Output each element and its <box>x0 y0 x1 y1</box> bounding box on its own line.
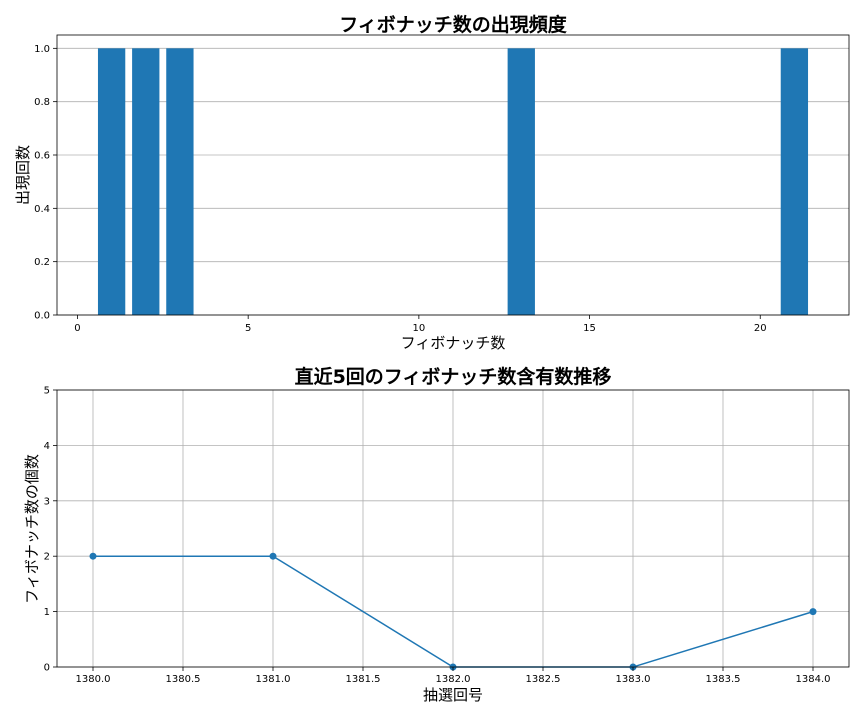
chart2-x-tick-label: 1382.0 <box>436 674 471 685</box>
chart2-y-tick-label: 0 <box>44 663 50 674</box>
chart2-x-tick-label: 1381.0 <box>256 674 291 685</box>
chart1-y-ticks: 0.0 0.2 0.4 0.6 0.8 1.0 <box>34 44 57 322</box>
chart1-bar <box>507 48 535 315</box>
frequency-bar-chart: フィボナッチ数の出現頻度 0 5 10 15 20 0.0 0.2 0.4 0.6 0.8 1.0… <box>14 13 850 352</box>
chart1-y-tick-label: 0.8 <box>34 97 50 108</box>
chart2-data-point <box>809 608 817 616</box>
chart2-x-tick-label: 1381.5 <box>346 674 381 685</box>
chart1-y-tick-label: 0.2 <box>34 257 50 268</box>
chart2-y-tick-label: 1 <box>44 607 50 618</box>
chart2-x-tick-label: 1380.5 <box>166 674 201 685</box>
chart1-bar <box>132 48 160 315</box>
chart2-y-tick-label: 5 <box>44 386 50 397</box>
chart1-bar <box>166 48 194 315</box>
chart2-x-tick-label: 1383.5 <box>706 674 741 685</box>
chart1-title: フィボナッチ数の出現頻度 <box>339 13 568 36</box>
chart1-y-axis-label: 出現回数 <box>14 145 32 205</box>
chart1-plot-frame <box>56 34 850 316</box>
chart2-y-tick-label: 2 <box>44 552 50 563</box>
chart1-x-tick-label: 20 <box>754 323 767 334</box>
chart2-title: 直近5回のフィボナッチ数含有数推移 <box>295 365 612 388</box>
chart2-x-tick-label: 1380.0 <box>76 674 111 685</box>
chart1-x-axis-label: フィボナッチ数 <box>401 334 506 352</box>
trend-line-chart: 直近5回のフィボナッチ数含有数推移 1380.0 1380.5 1381.0 1381… <box>23 365 850 704</box>
chart2-x-tick-label: 1383.0 <box>616 674 651 685</box>
chart1-y-tick-label: 0.6 <box>34 151 50 162</box>
chart2-data-point <box>89 552 97 560</box>
chart1-y-tick-label: 1.0 <box>34 44 50 55</box>
chart2-x-tick-label: 1382.5 <box>526 674 561 685</box>
chart1-bars <box>97 48 809 315</box>
chart2-data-point <box>269 552 277 560</box>
chart2-x-tick-label: 1384.0 <box>796 674 831 685</box>
chart1-x-tick-label: 15 <box>583 323 596 334</box>
chart2-y-axis-label: フィボナッチ数の個数 <box>23 454 41 604</box>
chart1-x-tick-label: 10 <box>412 323 425 334</box>
chart1-y-tick-label: 0.0 <box>34 311 50 322</box>
chart2-x-axis-label: 抽選回号 <box>423 686 483 704</box>
chart1-x-ticks: 0 5 10 15 20 <box>74 315 767 334</box>
chart2-y-tick-label: 4 <box>44 441 50 452</box>
chart2-y-ticks: 0 1 2 3 4 5 <box>44 386 57 674</box>
chart1-bar <box>97 48 126 315</box>
chart1-x-tick-label: 0 <box>74 323 80 334</box>
chart1-y-tick-label: 0.4 <box>34 204 50 215</box>
chart2-x-ticks: 1380.0 1380.5 1381.0 1381.5 1382.0 1382.5 1383… <box>76 667 831 685</box>
chart1-bar <box>780 48 809 315</box>
chart1-x-tick-label: 5 <box>245 323 251 334</box>
chart2-y-tick-label: 3 <box>44 496 50 507</box>
